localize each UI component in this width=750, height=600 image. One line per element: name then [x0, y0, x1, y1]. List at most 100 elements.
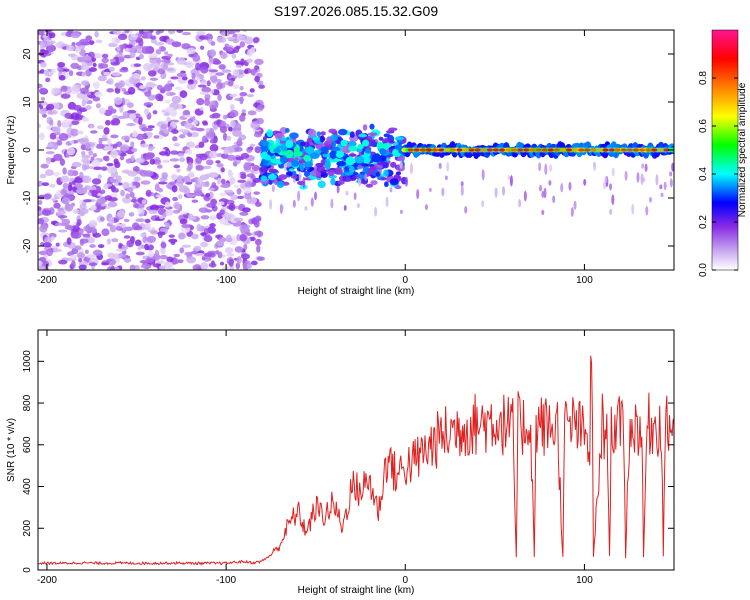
- heatmap-cell: [67, 147, 76, 156]
- heatmap-cell: [502, 186, 506, 196]
- heatmap-cell: [171, 95, 182, 104]
- heatmap-cell: [184, 251, 192, 256]
- heatmap-cell: [345, 156, 355, 166]
- heatmap-cell: [438, 162, 442, 170]
- heatmap-cell: [158, 265, 166, 270]
- heatmap-cell: [362, 139, 370, 147]
- heatmap-cell: [204, 98, 210, 107]
- heatmap-cell: [620, 148, 627, 152]
- heatmap-cell: [315, 165, 325, 172]
- heatmap-cell: [543, 187, 547, 199]
- heatmap-cell: [70, 31, 81, 39]
- heatmap-cell: [377, 161, 387, 166]
- heatmap-cell: [96, 198, 106, 205]
- heatmap-cell: [394, 136, 405, 140]
- heatmap-cell: [196, 31, 206, 36]
- heatmap-cell: [425, 148, 432, 152]
- heatmap-cell: [343, 204, 347, 211]
- heatmap-cell: [137, 33, 143, 37]
- heatmap-cell: [234, 246, 244, 253]
- heatmap-cell: [101, 53, 109, 59]
- heatmap-cell: [393, 174, 401, 180]
- heatmap-cell: [657, 148, 664, 152]
- heatmap-cell: [50, 236, 55, 241]
- heatmap-cell: [663, 148, 670, 152]
- heatmap-cell: [92, 153, 97, 158]
- heatmap-cell: [52, 87, 60, 95]
- heatmap-cell: [70, 112, 80, 120]
- heatmap-cell: [191, 72, 196, 80]
- heatmap-cell: [44, 236, 52, 244]
- heatmap-cell: [320, 146, 329, 153]
- heatmap-cell: [103, 127, 110, 135]
- heatmap-cell: [663, 181, 667, 191]
- heatmap-cell: [227, 192, 234, 197]
- heatmap-cell: [356, 203, 360, 208]
- snr-y-tick-label: 200: [22, 519, 33, 536]
- heatmap-cell: [211, 58, 220, 65]
- heatmap-cell: [183, 187, 191, 195]
- heatmap-cell: [194, 183, 205, 188]
- snr-x-tick-label: -100: [216, 575, 236, 586]
- heatmap-cell: [91, 178, 102, 185]
- heatmap-cell: [330, 177, 336, 186]
- heatmap-cell: [58, 259, 68, 265]
- heatmap-cell: [176, 168, 181, 173]
- heatmap-cell: [98, 63, 109, 69]
- heatmap-cell: [330, 159, 341, 163]
- heatmap-cell: [316, 131, 322, 137]
- heatmap-cell: [590, 148, 597, 152]
- heatmap-cell: [641, 163, 645, 169]
- heatmap-cell: [190, 251, 199, 255]
- heatmap-cell: [58, 133, 69, 141]
- heatmap-cell: [273, 179, 278, 186]
- heatmap-cell: [125, 193, 130, 199]
- heatmap-cell: [156, 260, 165, 264]
- heatmap-cell: [128, 212, 135, 217]
- heatmap-cell: [229, 93, 238, 97]
- heatmap-cell: [105, 119, 111, 126]
- heatmap-cell: [254, 75, 260, 83]
- snr-x-tick-label: 100: [576, 575, 593, 586]
- heatmap-cell: [71, 225, 81, 233]
- heatmap-cell: [140, 180, 151, 185]
- heatmap-cell: [149, 77, 159, 81]
- heatmap-cell: [399, 160, 403, 170]
- heatmap-cell: [336, 160, 347, 167]
- heatmap-cell: [328, 128, 337, 134]
- heatmap-cell: [182, 175, 191, 183]
- heatmap-cell: [60, 85, 68, 92]
- spectrogram-x-tick-label: -100: [216, 275, 236, 286]
- heatmap-cell: [146, 131, 153, 137]
- heatmap-cell: [196, 266, 202, 270]
- heatmap-cell: [135, 218, 145, 223]
- heatmap-cell: [46, 248, 53, 257]
- heatmap-cell: [81, 72, 87, 77]
- heatmap-cell: [246, 58, 253, 64]
- heatmap-cell: [67, 53, 77, 57]
- heatmap-cell: [119, 144, 130, 152]
- heatmap-cell: [320, 131, 326, 136]
- heatmap-cell: [432, 148, 439, 152]
- heatmap-cell: [179, 218, 188, 225]
- heatmap-cell: [171, 129, 179, 134]
- heatmap-cell: [541, 209, 545, 216]
- heatmap-cell: [93, 166, 103, 171]
- heatmap-cell: [112, 143, 118, 149]
- heatmap-cell: [240, 152, 250, 159]
- heatmap-cell: [659, 184, 663, 190]
- heatmap-cell: [383, 169, 389, 178]
- heatmap-cell: [130, 141, 135, 148]
- heatmap-cell: [309, 152, 320, 159]
- heatmap-cell: [152, 110, 158, 115]
- heatmap-cell: [570, 206, 574, 217]
- heatmap-cell: [232, 129, 242, 137]
- heatmap-cell: [239, 224, 249, 232]
- heatmap-cell: [367, 132, 378, 136]
- heatmap-cell: [181, 31, 192, 36]
- heatmap-cell: [419, 148, 426, 152]
- heatmap-cell: [70, 260, 76, 268]
- heatmap-cell: [240, 36, 247, 41]
- heatmap-cell: [655, 174, 659, 186]
- heatmap-cell: [139, 85, 146, 90]
